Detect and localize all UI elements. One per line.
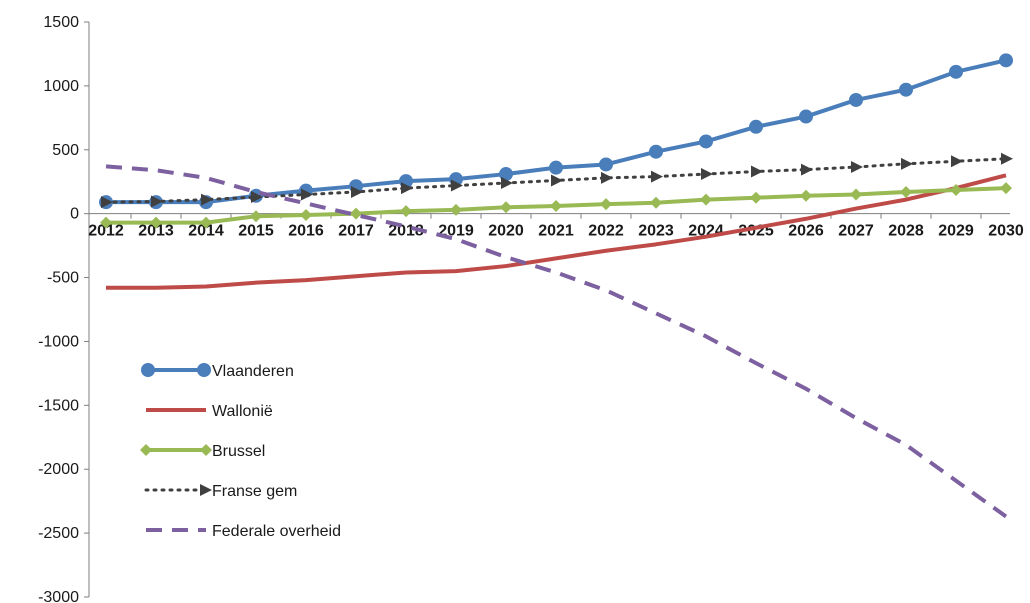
data-point bbox=[401, 182, 413, 195]
data-point bbox=[1001, 152, 1013, 165]
x-tick-label: 2014 bbox=[188, 223, 224, 240]
data-point bbox=[801, 163, 813, 176]
data-point bbox=[101, 196, 113, 209]
legend-label: Federale overheid bbox=[212, 523, 341, 540]
y-tick-label: -2500 bbox=[38, 525, 79, 542]
series-layer bbox=[99, 53, 1013, 519]
legend-item: Brussel bbox=[140, 443, 265, 460]
data-point bbox=[700, 193, 712, 206]
y-tick-label: -3000 bbox=[38, 589, 79, 603]
legend-label: Franse gem bbox=[212, 483, 297, 500]
y-tick-label: -1000 bbox=[38, 333, 79, 350]
series-brussel bbox=[100, 182, 1012, 229]
data-point bbox=[901, 157, 913, 170]
data-point bbox=[550, 200, 562, 212]
x-tick-label: 2030 bbox=[988, 223, 1024, 240]
data-point bbox=[501, 177, 513, 189]
legend-item: Vlaanderen bbox=[141, 363, 294, 380]
data-point bbox=[899, 82, 913, 97]
series-line bbox=[106, 173, 1007, 290]
data-point bbox=[350, 207, 362, 220]
data-point bbox=[750, 191, 762, 204]
x-tick-label: 2026 bbox=[788, 223, 824, 240]
legend: Vlaanderen Wallonië Brussel Franse gem Feder… bbox=[140, 363, 341, 540]
x-tick-label: 2022 bbox=[588, 223, 624, 240]
series-franse-gem bbox=[101, 152, 1013, 209]
legend-label: Vlaanderen bbox=[212, 363, 294, 380]
legend-item: Wallonië bbox=[146, 403, 273, 420]
data-point bbox=[200, 216, 212, 229]
data-point bbox=[400, 205, 412, 218]
x-tick-label: 2013 bbox=[138, 223, 174, 240]
data-point bbox=[850, 188, 862, 201]
x-tick-label: 2017 bbox=[338, 223, 374, 240]
data-point bbox=[601, 171, 613, 184]
data-point bbox=[201, 193, 213, 206]
axes: 1500 1000 500 0 -500 -1000 -1500 -2000 -2500 -300… bbox=[38, 14, 1024, 603]
data-point bbox=[599, 157, 613, 172]
x-tick-label: 2016 bbox=[288, 223, 324, 240]
data-point bbox=[549, 160, 563, 175]
data-point bbox=[649, 144, 663, 159]
legend-item: Federale overheid bbox=[146, 523, 341, 540]
data-point bbox=[500, 201, 512, 214]
data-point bbox=[150, 216, 162, 229]
legend-item: Franse gem bbox=[144, 483, 297, 500]
x-tick-label: 2021 bbox=[538, 223, 574, 240]
x-tick-label: 2012 bbox=[88, 223, 124, 240]
y-tick-label: -500 bbox=[47, 270, 79, 287]
y-tick-label: 1500 bbox=[43, 14, 79, 31]
x-tick-label: 2027 bbox=[838, 223, 874, 240]
data-point bbox=[699, 134, 713, 149]
data-point bbox=[551, 174, 563, 187]
y-tick-label: 0 bbox=[70, 206, 79, 223]
data-point bbox=[351, 185, 363, 198]
data-point bbox=[651, 170, 663, 183]
data-point bbox=[749, 119, 763, 134]
data-point bbox=[250, 210, 262, 223]
legend-marker bbox=[140, 444, 152, 456]
data-point bbox=[451, 179, 463, 192]
x-tick-label: 2028 bbox=[888, 223, 924, 240]
data-point bbox=[301, 188, 313, 201]
data-point bbox=[1000, 182, 1012, 195]
series-walloni- bbox=[106, 173, 1007, 290]
data-point bbox=[600, 198, 612, 211]
x-tick-label: 2029 bbox=[938, 223, 974, 240]
data-point bbox=[701, 168, 713, 181]
legend-marker bbox=[200, 484, 212, 496]
data-point bbox=[650, 196, 662, 209]
data-point bbox=[851, 161, 863, 174]
x-tick-label: 2015 bbox=[238, 223, 274, 240]
data-point bbox=[450, 203, 462, 216]
data-point bbox=[251, 191, 263, 204]
data-point bbox=[900, 185, 912, 198]
legend-marker bbox=[141, 363, 155, 377]
x-tick-label: 2023 bbox=[638, 223, 674, 240]
legend-label: Brussel bbox=[212, 443, 265, 460]
y-tick-label: -1500 bbox=[38, 397, 79, 414]
data-point bbox=[800, 189, 812, 202]
legend-marker bbox=[197, 363, 211, 377]
x-tick-label: 2020 bbox=[488, 223, 524, 240]
y-tick-label: 1000 bbox=[43, 78, 79, 95]
data-point bbox=[751, 165, 763, 178]
data-point bbox=[799, 109, 813, 124]
data-point bbox=[849, 92, 863, 107]
data-point bbox=[950, 184, 962, 197]
data-point bbox=[100, 216, 112, 229]
legend-label: Wallonië bbox=[212, 403, 273, 420]
y-tick-label: -2000 bbox=[38, 461, 79, 478]
y-tick-label: 500 bbox=[52, 142, 79, 159]
data-point bbox=[151, 195, 163, 208]
data-point bbox=[999, 53, 1013, 68]
data-point bbox=[300, 208, 312, 221]
data-point bbox=[951, 155, 963, 168]
data-point bbox=[949, 64, 963, 79]
legend-marker bbox=[200, 444, 212, 456]
